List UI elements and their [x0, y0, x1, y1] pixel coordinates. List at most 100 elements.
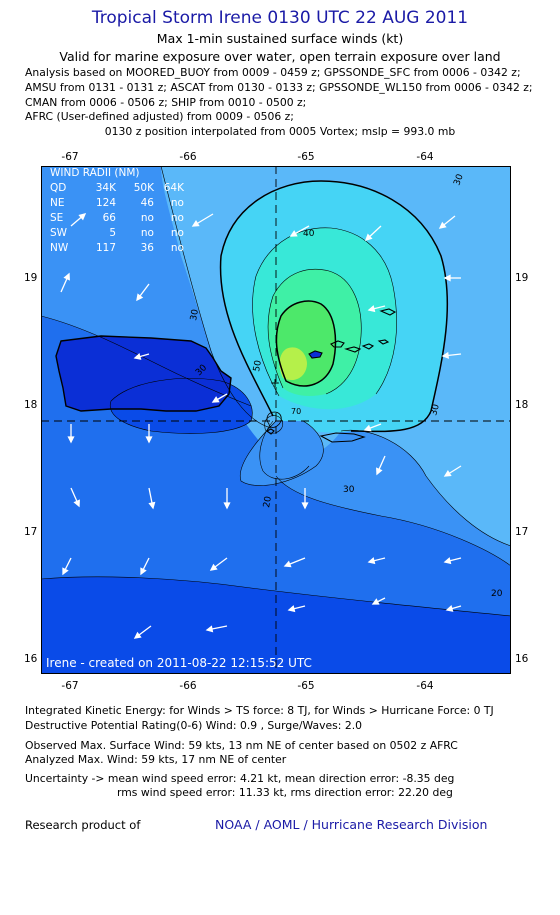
- contour-45kt: [267, 268, 362, 395]
- wind-vector-arrowhead: [371, 598, 380, 605]
- ike-line: Integrated Kinetic Energy: for Winds > T…: [25, 704, 494, 717]
- wind-radii-row: SE 66 no no: [50, 211, 184, 226]
- st-croix-island: [319, 432, 366, 443]
- wind-radii-header-cell: 64K: [163, 182, 184, 194]
- wind-radii-cell: 117: [95, 242, 116, 254]
- wind-vector-arrowhead: [136, 293, 144, 302]
- map-credit: Irene - created on 2011-08-22 12:15:52 U…: [46, 656, 312, 670]
- lat-tick-label-left: 16: [24, 653, 38, 665]
- wind-vector-arrowhead: [209, 563, 218, 571]
- lon-tick-label-top: -65: [297, 151, 315, 163]
- wind-radii-cell: NE: [50, 197, 65, 209]
- chart-title: Tropical Storm Irene 0130 UTC 22 AUG 201…: [91, 8, 469, 28]
- contour-label-30: 30: [452, 173, 465, 187]
- wind-radii-cell: 124: [95, 197, 116, 209]
- wind-vector-arrowhead: [78, 213, 87, 221]
- wind-radii-table: WIND RADII (NM) QD 34K 50K 64K NE 124 46…: [50, 166, 184, 256]
- contour-label-50: 50: [252, 359, 264, 372]
- wind-vector-arrowhead: [62, 567, 69, 576]
- wind-vector-arrowhead: [367, 557, 376, 565]
- wind-vector-arrowhead: [367, 305, 376, 313]
- wind-vector-arrowhead: [443, 274, 451, 282]
- contour-label-20: 20: [262, 495, 274, 508]
- lon-tick-label-bottom: -66: [179, 680, 197, 692]
- position-note: 0130 z position interpolated from 0005 V…: [104, 125, 456, 138]
- contour-25kt-east: [275, 475, 511, 567]
- wind-radii-cell: 66: [102, 212, 116, 224]
- island: [330, 340, 345, 348]
- wind-radii-cell: no: [140, 227, 154, 239]
- storm-center-marker: +: [270, 376, 280, 390]
- contour-30kt-east: [340, 429, 511, 547]
- analysis-line: AFRC (User-defined adjusted) from 0009 -…: [25, 110, 294, 123]
- wind-radii-cell: no: [140, 212, 154, 224]
- wind-radii-header-cell: QD: [50, 182, 67, 194]
- contour-center-ring: [264, 415, 284, 434]
- wind-vector-arrowhead: [63, 272, 70, 281]
- wind-radii-cell: NW: [50, 242, 69, 254]
- contour-25kt-west: [41, 315, 252, 407]
- uncertainty-rms-line: rms wind speed error: 11.33 kt, rms dire…: [117, 786, 453, 799]
- research-label: Research product of: [25, 818, 141, 832]
- wind-vector-arrowhead: [376, 467, 383, 476]
- contour-label-30: 30: [343, 485, 355, 495]
- noaa-link[interactable]: NOAA / AOML / Hurricane Research Divisio…: [215, 817, 488, 832]
- wind-radii-cell: SW: [50, 227, 68, 239]
- contour-label-40: 40: [303, 229, 315, 239]
- dpr-line: Destructive Potential Rating(0-6) Wind: …: [25, 719, 363, 732]
- uncertainty-mean-line: Uncertainty -> mean wind speed error: 4.…: [25, 772, 455, 785]
- wind-radii-cell: no: [170, 242, 184, 254]
- wind-band-25-30-wake: [240, 421, 324, 486]
- analyzed-max-line: Analyzed Max. Wind: 59 kts, 17 nm NE of …: [25, 753, 287, 766]
- contour-25kt-wake: [259, 420, 310, 480]
- observed-max-line: Observed Max. Surface Wind: 59 kts, 13 n…: [25, 739, 458, 752]
- wind-vector-arrowhead: [445, 605, 454, 612]
- wind-radii-row: NE 124 46 no: [50, 196, 184, 211]
- wind-vector-arrowhead: [145, 436, 153, 444]
- wind-radii-cell: no: [170, 197, 184, 209]
- wind-vector-arrowhead: [443, 469, 452, 477]
- lat-tick-label-right: 19: [515, 272, 529, 284]
- chart-subtitle-exposure: Valid for marine exposure over water, op…: [59, 49, 501, 64]
- wind-vector-arrowhead: [67, 436, 75, 444]
- lon-tick-label-top: -66: [179, 151, 197, 163]
- wind-radii-header-cell: 34K: [95, 182, 116, 194]
- contour-label-30: 30: [189, 308, 201, 321]
- lat-tick-label-right: 17: [515, 526, 529, 538]
- wind-radii-cell: SE: [50, 212, 64, 224]
- wind-vector-arrowhead: [223, 502, 231, 510]
- island: [308, 350, 323, 359]
- wind-vector-arrowhead: [73, 499, 80, 508]
- wind-vector-arrowhead: [205, 625, 214, 633]
- wind-radii-cell: 36: [140, 242, 154, 254]
- wind-radii-cell: no: [170, 227, 184, 239]
- wind-vector-arrowhead: [289, 230, 298, 237]
- lat-tick-label-left: 19: [24, 272, 38, 284]
- contour-30kt-wake: [239, 420, 324, 486]
- analysis-line: CMAN from 0006 - 0506 z; SHIP from 0010 …: [25, 96, 307, 109]
- wind-vector-arrowhead: [287, 605, 296, 613]
- wind-radii-title: WIND RADII (NM): [50, 167, 140, 179]
- lon-tick-label-bottom: -67: [61, 680, 79, 692]
- contour-20kt: [41, 576, 511, 617]
- contour-30kt-west: [160, 166, 272, 429]
- lat-tick-label-left: 17: [24, 526, 38, 538]
- wind-vector-arrowhead: [443, 557, 452, 565]
- island: [379, 308, 397, 316]
- map-frame: [41, 166, 511, 674]
- lon-tick-label-top: -64: [416, 151, 434, 163]
- wind-field-map: + 50 40 30 30 30 30 30 20 70 20: [41, 166, 511, 674]
- lon-tick-label-top: -67: [61, 151, 79, 163]
- wind-vector-arrowhead: [283, 560, 292, 568]
- wind-vector-arrowhead: [148, 501, 156, 510]
- contour-50kt: [275, 300, 337, 387]
- analysis-line: AMSU from 0131 - 0131 z; ASCAT from 0130…: [25, 81, 533, 94]
- island: [361, 343, 375, 350]
- wind-radii-header-row: QD 34K 50K 64K: [50, 181, 184, 196]
- lat-tick-label-right: 18: [515, 399, 529, 411]
- wind-radii-row: NW 117 36 no: [50, 241, 184, 256]
- wind-vector-arrowhead: [441, 351, 450, 359]
- chart-subtitle-field: Max 1-min sustained surface winds (kt): [156, 31, 404, 46]
- wind-radii-cell: no: [170, 212, 184, 224]
- wind-vector-arrowhead: [133, 631, 142, 639]
